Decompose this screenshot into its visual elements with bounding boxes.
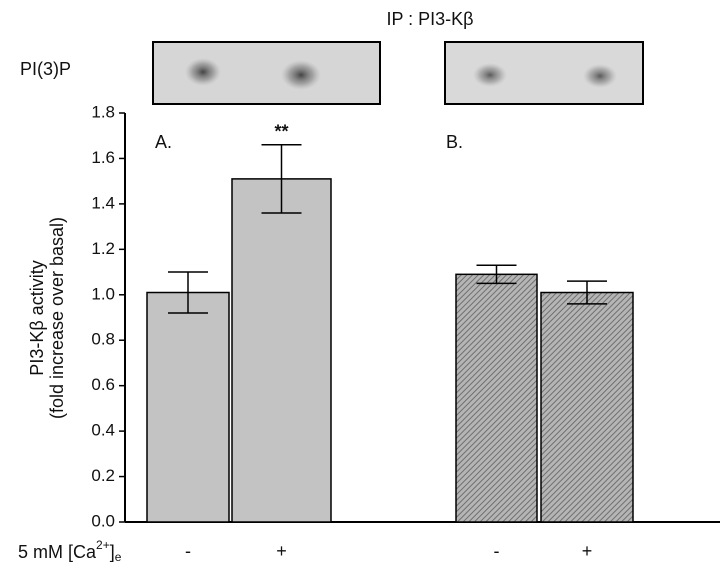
- y-tick-label: 1.0: [91, 284, 115, 303]
- x-axis-label-part: ]: [110, 542, 115, 562]
- y-tick-label: 0.8: [91, 330, 115, 349]
- x-axis-label-part: e: [115, 550, 122, 564]
- bar: [231, 178, 332, 523]
- y-axis-label: PI3-Kβ activity(fold increase over basal…: [27, 217, 67, 419]
- blot-image: [152, 41, 644, 105]
- x-tick-label: +: [276, 541, 287, 561]
- x-axis-label: 5 mM [Ca2+]e: [18, 538, 122, 564]
- bar: [455, 273, 538, 523]
- y-axis-label-line: (fold increase over basal): [47, 217, 67, 419]
- y-tick-label: 0.4: [91, 421, 115, 440]
- bar: [146, 291, 230, 523]
- panel-label: A.: [155, 132, 172, 152]
- y-tick-label: 1.4: [91, 193, 115, 212]
- x-tick-label: -: [494, 541, 500, 561]
- x-axis-label-part: 2+: [96, 538, 110, 552]
- y-tick-label: 0.6: [91, 375, 115, 394]
- y-tick-label: 1.2: [91, 239, 115, 258]
- significance-label: **: [274, 122, 288, 142]
- blot-label: PI(3)P: [20, 59, 71, 79]
- y-tick-label: 1.6: [91, 148, 115, 167]
- x-tick-label: -: [185, 541, 191, 561]
- y-axis-label-line: PI3-Kβ activity: [27, 260, 47, 375]
- y-tick-label: 0.0: [91, 511, 115, 530]
- x-axis-label-part: 5 mM [Ca: [18, 542, 97, 562]
- y-tick-label: 0.2: [91, 466, 115, 485]
- panel-label: B.: [446, 132, 463, 152]
- chart-title: IP : PI3-Kβ: [386, 9, 473, 29]
- x-tick-label: +: [582, 541, 593, 561]
- y-tick-label: 1.8: [91, 102, 115, 121]
- bar: [540, 291, 634, 523]
